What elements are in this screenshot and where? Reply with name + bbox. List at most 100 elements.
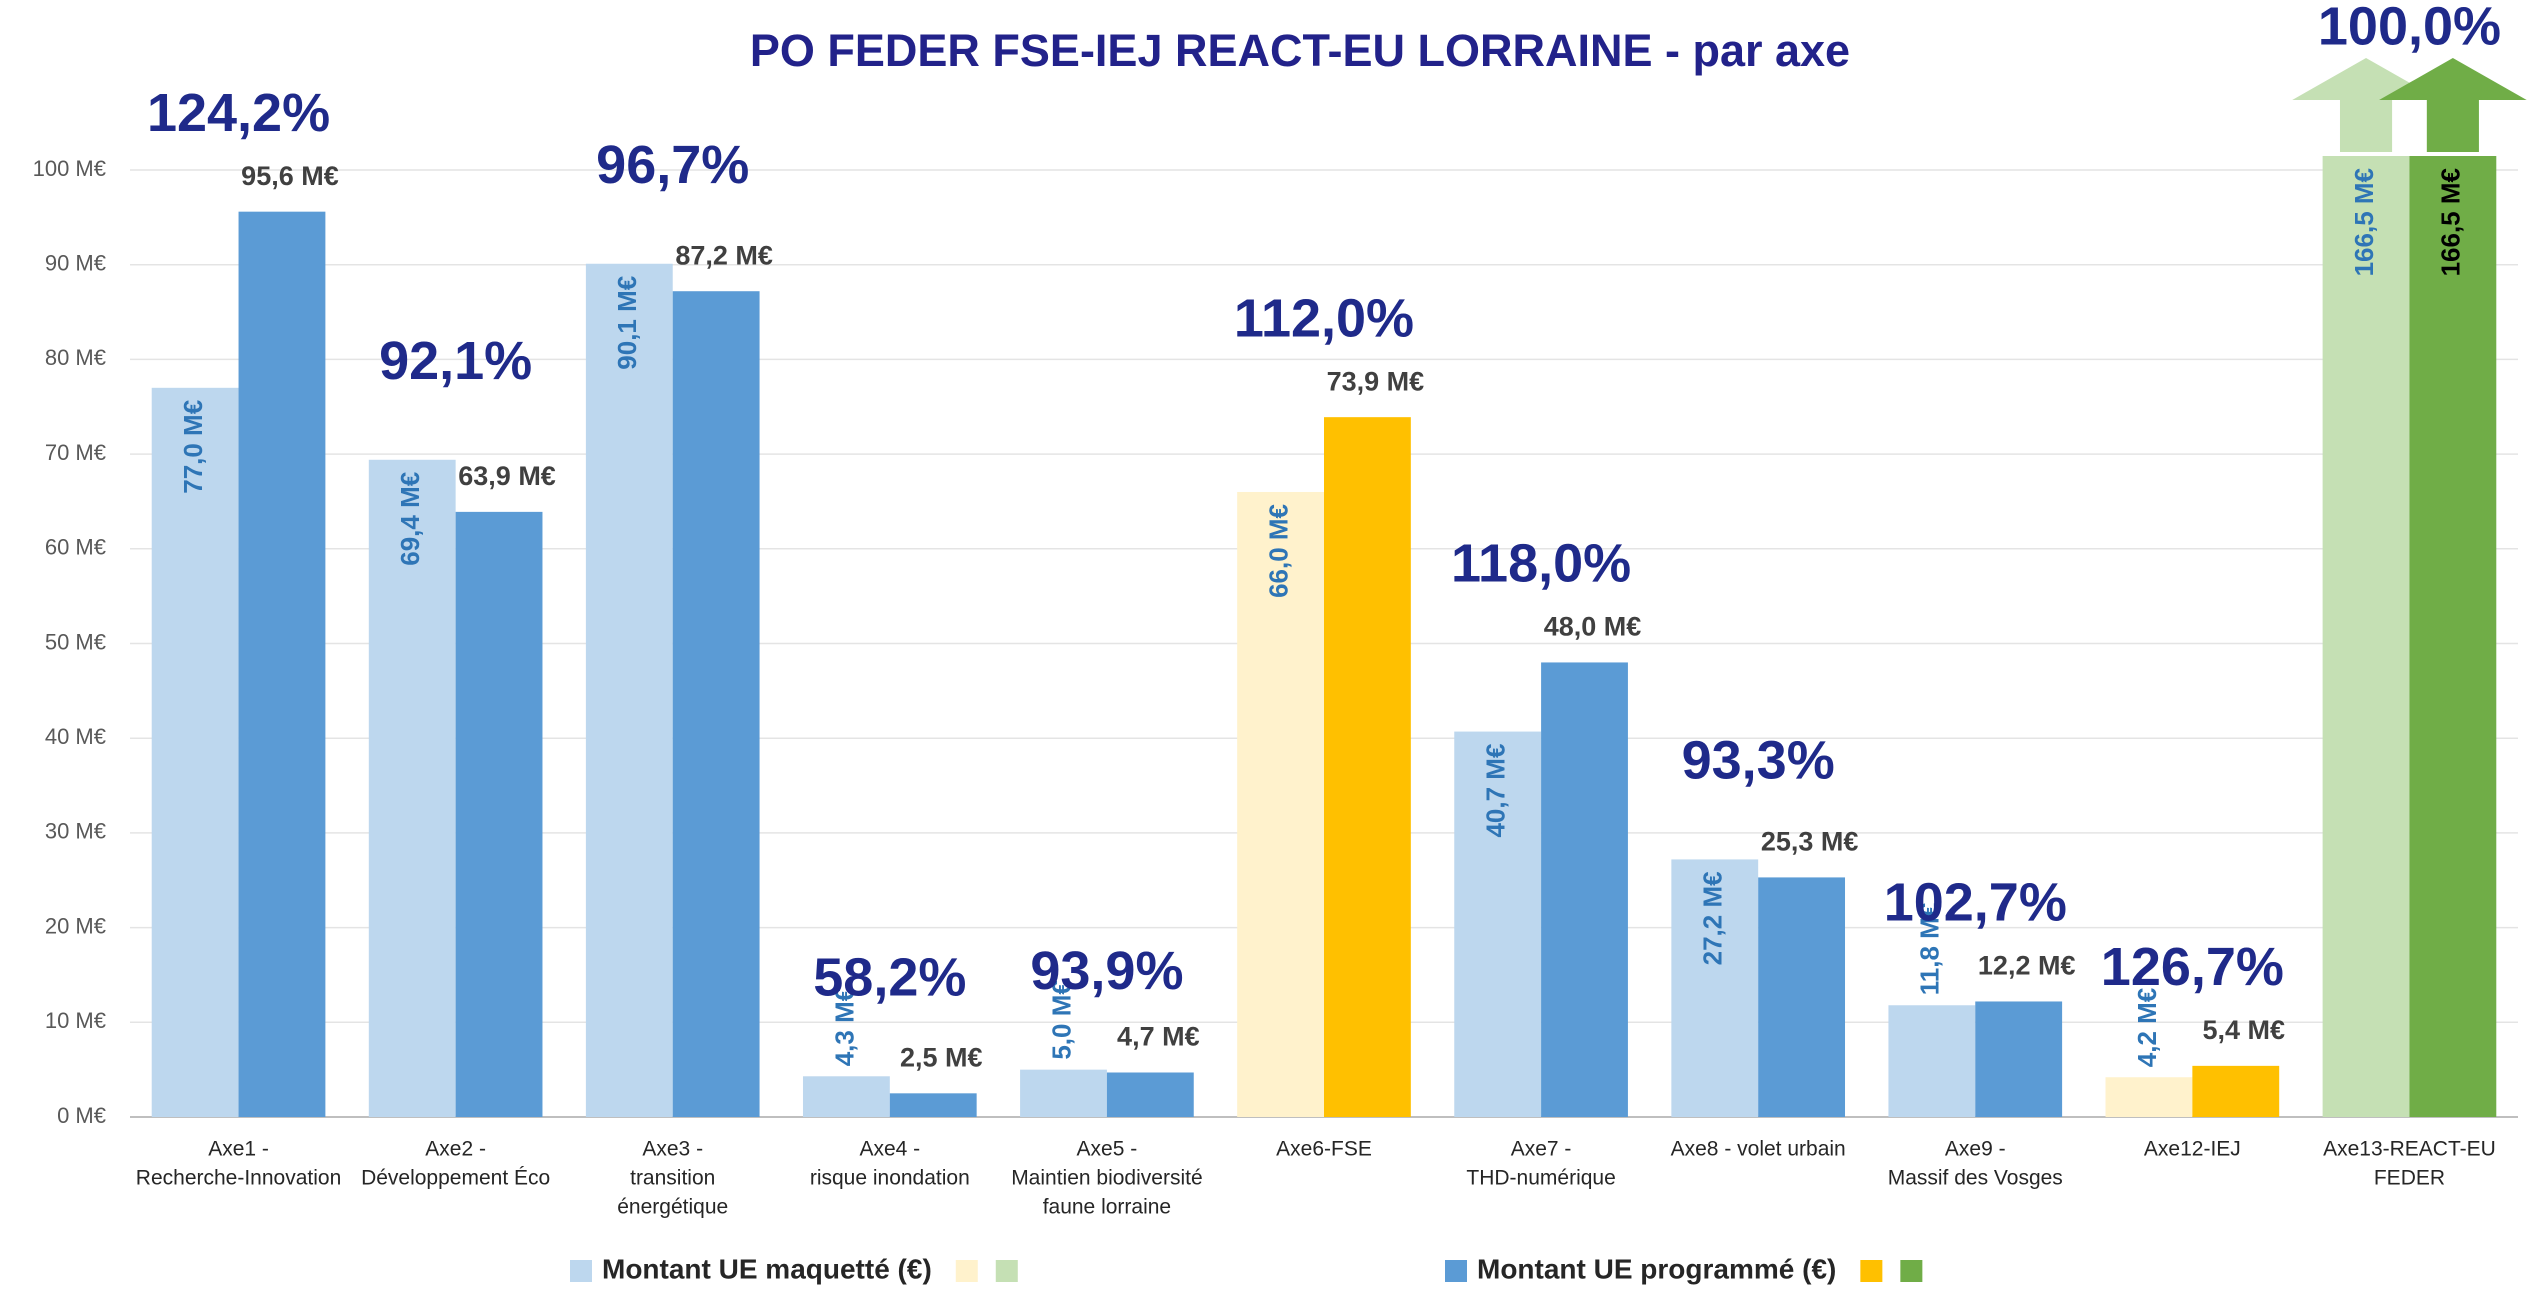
bar [1975,1001,2063,1117]
y-tick-label: 30 M€ [45,819,106,844]
arrow [2292,58,2440,152]
ratio-label: 92,1% [379,331,532,391]
bar [1020,1069,1107,1117]
value-label: 11,8 M€ [1915,903,1945,996]
bar [1324,417,1411,1117]
bar [585,263,673,1117]
bar [1237,491,1324,1118]
value-label: 166,5 M€ [2436,168,2466,276]
ratio-label: 93,9% [1030,941,1183,1001]
bar [1888,1005,1976,1117]
bar [1541,662,1628,1117]
x-tick-label: Axe12-IEJ [2144,1138,2241,1161]
bar [238,211,326,1118]
value-label: 5,0 M€ [1046,980,1076,1060]
legend-swatch [570,1260,592,1282]
x-tick-label: Axe7 - [1511,1138,1572,1161]
x-tick-label: Axe13-REACT-EU [2323,1138,2496,1161]
ratio-label: 93,3% [1682,731,1835,791]
y-tick-label: 90 M€ [45,251,106,276]
bar [368,459,456,1118]
ratio-label: 102,7% [1884,873,2067,933]
y-tick-label: 80 M€ [45,345,106,370]
x-tick-label: Axe3 - [642,1138,703,1161]
value-label: 12,2 M€ [1978,951,2076,981]
x-tick-label: Axe1 - [208,1138,269,1161]
value-label: 87,2 M€ [675,240,773,270]
legend-swatch [1445,1260,1467,1282]
value-label: 69,4 M€ [395,472,425,566]
x-tick-label: FEDER [2374,1167,2445,1190]
value-label: 77,0 M€ [178,400,208,494]
x-tick-label: Axe5 - [1077,1138,1138,1161]
value-label: 90,1 M€ [612,276,642,370]
bar [2409,156,2497,1117]
x-tick-label: Maintien biodiversité [1011,1167,1202,1190]
ratio-label: 118,0% [1451,534,1631,594]
y-tick-label: 10 M€ [45,1008,106,1033]
legend-swatch [1900,1260,1923,1282]
legend-label: Montant UE programmé (€) [1477,1253,1836,1284]
bar [1106,1072,1194,1117]
chart-title: PO FEDER FSE-IEJ REACT-EU LORRAINE - par… [750,25,1850,76]
x-tick-label: Axe9 - [1945,1138,2006,1161]
ratio-label: 96,7% [596,135,749,195]
bar [2192,1065,2280,1117]
value-label: 2,5 M€ [900,1042,983,1072]
x-tick-label: Massif des Vosges [1888,1167,2063,1190]
y-tick-label: 40 M€ [45,724,106,749]
bar [2105,1077,2193,1117]
x-tick-label: Recherche-Innovation [136,1167,341,1190]
bar [1758,877,1846,1117]
value-label: 73,9 M€ [1327,366,1425,396]
legend-swatch [995,1260,1018,1282]
ratio-label: 124,2% [147,83,330,143]
bar [2322,156,2410,1117]
value-label: 4,7 M€ [1117,1022,1200,1052]
value-label: 40,7 M€ [1481,744,1511,838]
bar [802,1076,890,1117]
bar [455,511,543,1117]
legend-label: Montant UE maquetté (€) [602,1253,932,1284]
x-tick-label: THD-numérique [1466,1167,1615,1190]
y-tick-label: 70 M€ [45,440,106,465]
x-tick-label: risque inondation [810,1167,970,1190]
value-label: 27,2 M€ [1698,871,1728,965]
y-tick-label: 100 M€ [33,156,106,181]
legend-swatch [955,1260,978,1282]
x-tick-label: énergétique [617,1196,728,1219]
value-label: 25,3 M€ [1761,827,1859,857]
bar [1671,859,1759,1117]
x-tick-label: transition [630,1167,715,1190]
arrow [2379,58,2527,152]
bar [672,291,760,1117]
legend-swatch [1860,1260,1883,1282]
x-tick-label: Développement Éco [361,1167,550,1190]
y-tick-label: 20 M€ [45,913,106,938]
ratio-label: 112,0% [1234,288,1414,348]
y-tick-label: 60 M€ [45,535,106,560]
value-label: 66,0 M€ [1263,504,1293,598]
x-tick-label: Axe6-FSE [1276,1138,1372,1161]
value-label: 63,9 M€ [458,461,556,491]
value-label: 48,0 M€ [1544,612,1642,642]
x-tick-label: faune lorraine [1043,1196,1171,1219]
ratio-label: 58,2% [813,948,966,1008]
value-label: 5,4 M€ [2203,1015,2286,1045]
x-tick-label: Axe2 - [425,1138,486,1161]
x-tick-label: Axe4 - [859,1138,920,1161]
bars [151,156,2497,1118]
y-tick-label: 0 M€ [57,1103,106,1128]
x-tick-label: Axe8 - volet urbain [1671,1138,1846,1161]
bar [889,1093,977,1117]
value-label: 4,3 M€ [829,987,859,1067]
bar [151,387,239,1117]
value-label: 95,6 M€ [241,161,339,191]
ratio-label: 100,0% [2318,0,2501,56]
value-label: 4,2 M€ [2132,988,2162,1068]
y-tick-label: 50 M€ [45,629,106,654]
ratio-label: 126,7% [2101,937,2284,997]
value-label: 166,5 M€ [2349,168,2379,276]
bar [1454,731,1542,1117]
